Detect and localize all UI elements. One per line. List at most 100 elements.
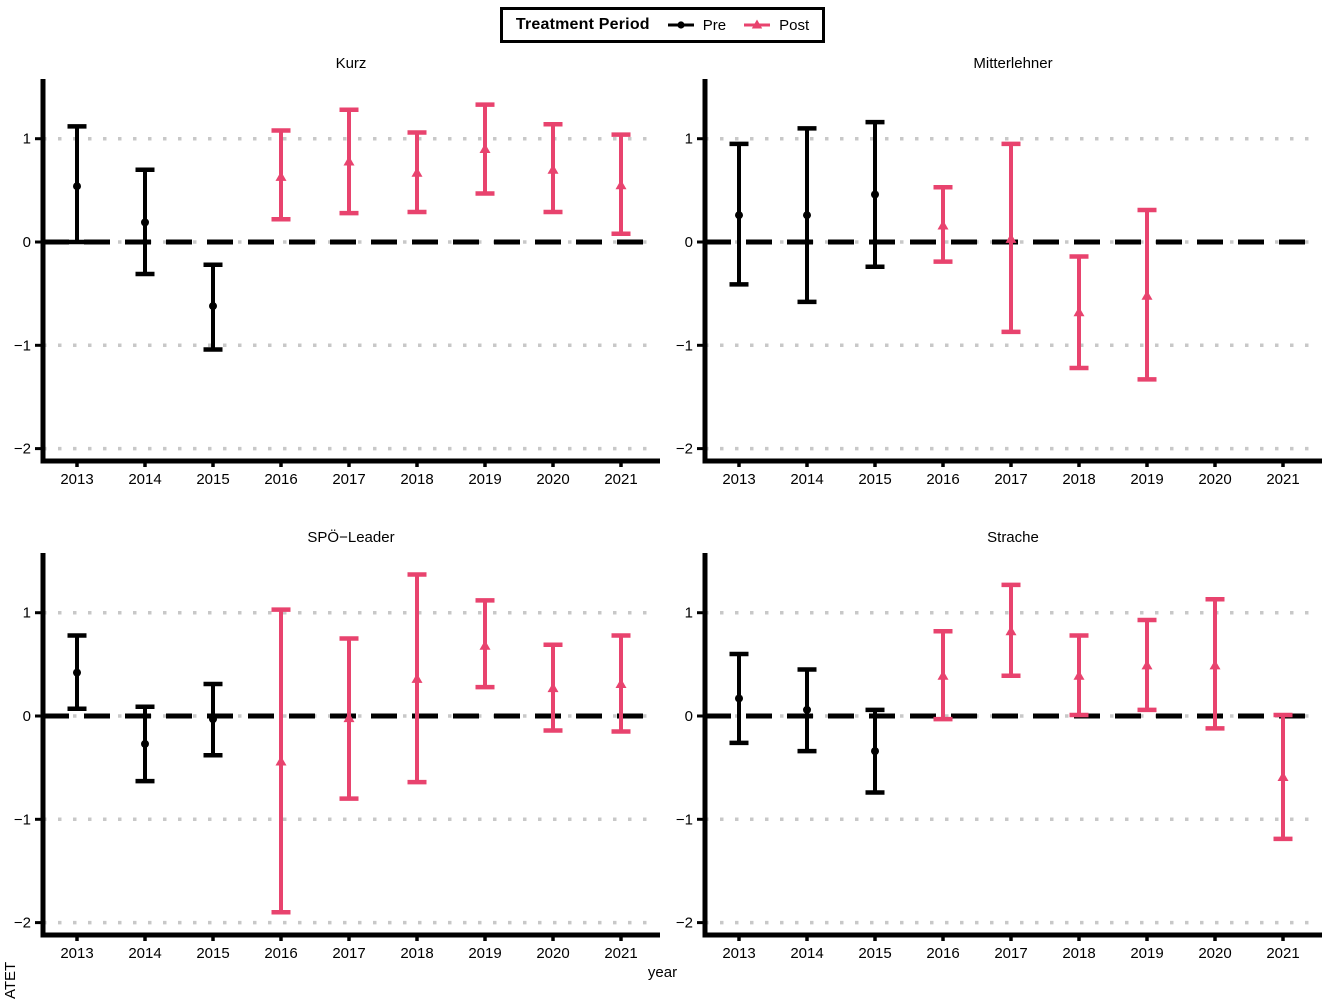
point-marker-circle [803, 211, 811, 220]
point-marker-triangle [937, 219, 949, 230]
point-marker-circle [871, 190, 879, 199]
point-marker-triangle [479, 640, 491, 650]
panel-plot-strache: 1 0 −1 −2 2013 2014 2015 2016 2017 2018 2019 2020 20… [676, 553, 1322, 962]
point-marker-triangle [1277, 771, 1289, 781]
point-marker-triangle [411, 673, 423, 683]
x-tick-label: 2018 [400, 471, 433, 488]
errorbar-2018 [1069, 254, 1089, 371]
panel-plot-mitterlehner: 1 0 −1 −2 2013 2014 2015 2016 2017 2018 2019 2020 20… [676, 79, 1322, 488]
errorbar-2014 [797, 667, 817, 754]
point-marker-circle [209, 302, 217, 311]
x-tick-label: 2017 [332, 471, 365, 488]
post-marker-icon [742, 18, 772, 32]
point-marker-circle [871, 747, 879, 756]
y-axis-label: ATET [2, 961, 19, 999]
x-tick-label: 2017 [332, 945, 365, 962]
x-tick-label: 2020 [1198, 471, 1231, 488]
point-marker-triangle [275, 171, 287, 181]
x-tick-label: 2019 [1130, 945, 1163, 962]
x-tick-label: 2016 [264, 945, 297, 962]
x-tick-label: 2020 [536, 945, 569, 962]
panel-title: SPÖ−Leader [307, 529, 395, 546]
point-marker-triangle [615, 678, 627, 688]
y-tick-label: 1 [685, 605, 693, 622]
errorbar-2021 [611, 132, 631, 236]
panel-spoe-leader: SPÖ−Leader 1 0 −1 −2 2013 2014 2015 2016 2017 201… [3, 517, 663, 963]
errorbar-2015 [203, 262, 223, 352]
errorbar-2017 [339, 636, 359, 801]
panel-title: Kurz [335, 55, 367, 72]
y-tick-label: 0 [685, 708, 693, 725]
point-marker-triangle [1073, 670, 1085, 680]
point-marker-triangle [1005, 625, 1017, 636]
x-tick-label: 2021 [1266, 945, 1299, 962]
panel-strache: Strache 1 0 −1 −2 2013 2014 2015 2016 2017 2018 20… [665, 517, 1325, 963]
panel-plot-kurz: 1 0 −1 −2 2013 2014 2015 2016 2017 2018 2019 2020 20… [14, 79, 660, 488]
point-marker-circle [735, 694, 743, 703]
x-tick-label: 2013 [60, 945, 93, 962]
point-marker-circle [73, 668, 81, 677]
point-marker-circle [141, 218, 149, 227]
x-tick-label: 2014 [790, 471, 823, 488]
x-tick-label: 2014 [128, 945, 161, 962]
y-tick-label: −2 [14, 915, 31, 932]
y-tick-label: −2 [14, 441, 31, 458]
errorbar-2015 [203, 681, 223, 758]
x-tick-label: 2018 [1062, 945, 1095, 962]
errorbar-2013 [67, 633, 87, 712]
errorbar-2016 [271, 607, 291, 915]
errorbar-2016 [271, 128, 291, 222]
panel-kurz: Kurz 1 0 −1 −2 2013 2014 2015 2016 2017 2018 2019 2… [3, 43, 663, 489]
x-tick-label: 2018 [400, 945, 433, 962]
legend-item-label: Pre [702, 16, 727, 34]
point-marker-circle [735, 211, 743, 220]
legend-item-label: Post [779, 16, 810, 34]
errorbar-2017 [1001, 141, 1021, 335]
x-tick-label: 2015 [858, 471, 891, 488]
legend-title: Treatment Period [515, 16, 650, 33]
point-marker-triangle [411, 167, 423, 177]
y-tick-label: −2 [676, 915, 693, 932]
x-tick-label: 2014 [128, 471, 161, 488]
point-marker-triangle [1073, 306, 1085, 317]
x-tick-label: 2019 [1130, 471, 1163, 488]
point-marker-triangle [1005, 233, 1017, 243]
errorbar-2017 [1001, 582, 1021, 678]
errorbar-2016 [933, 629, 953, 722]
point-marker-circle [803, 705, 811, 714]
y-tick-label: −1 [14, 811, 31, 828]
y-tick-label: 1 [23, 131, 31, 148]
x-tick-label: 2016 [264, 471, 297, 488]
errorbar-2020 [543, 122, 563, 215]
x-tick-label: 2021 [1266, 471, 1299, 488]
errorbar-2020 [543, 642, 563, 733]
x-tick-label: 2019 [468, 471, 501, 488]
x-tick-label: 2015 [196, 471, 229, 488]
point-marker-triangle [1141, 290, 1153, 300]
errorbar-2018 [407, 130, 427, 215]
panel-title: Mitterlehner [973, 55, 1053, 72]
x-axis-label: year [647, 964, 678, 981]
errorbar-2019 [475, 102, 495, 196]
errorbar-2013 [67, 124, 87, 245]
point-marker-triangle [275, 755, 287, 766]
legend-item-post: Post [742, 17, 809, 34]
x-tick-label: 2017 [994, 471, 1027, 488]
errorbar-2013 [729, 651, 749, 746]
point-marker-triangle [547, 164, 559, 174]
point-marker-triangle [343, 712, 355, 723]
errorbar-2019 [1137, 617, 1157, 713]
point-marker-triangle [615, 179, 627, 190]
errorbar-2016 [933, 185, 953, 264]
y-tick-label: 0 [23, 708, 31, 725]
errorbar-2019 [1137, 207, 1157, 382]
point-marker-triangle [343, 155, 355, 166]
x-tick-label: 2013 [60, 471, 93, 488]
y-tick-label: −1 [14, 337, 31, 354]
errorbar-2021 [611, 633, 631, 734]
x-tick-label: 2013 [722, 471, 755, 488]
point-marker-circle [141, 739, 149, 748]
point-marker-circle [73, 182, 81, 191]
point-marker-triangle [547, 682, 559, 693]
